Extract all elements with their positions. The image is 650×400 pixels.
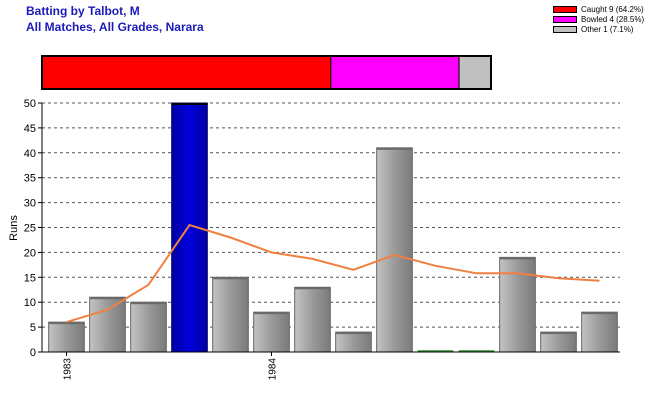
bar-top-edge — [253, 312, 290, 315]
axes — [41, 103, 620, 353]
bar — [499, 256, 536, 353]
legend-label-bowled: Bowled 4 (28.5%) — [581, 14, 645, 24]
bar — [581, 311, 618, 353]
y-tick-label: 15 — [24, 272, 36, 284]
y-tick-label: 40 — [24, 148, 36, 160]
bar — [89, 296, 126, 353]
bar-top-edge — [540, 332, 577, 335]
chart-title: Batting by Talbot, M — [26, 4, 140, 18]
x-axis-ticks: 1983 1984 — [63, 352, 279, 380]
legend-item-caught: Caught 9 (64.2%) — [553, 4, 644, 14]
bar-top-edge — [376, 147, 413, 150]
y-tick-label: 20 — [24, 247, 36, 259]
y-tick-label: 50 — [24, 98, 36, 110]
dismissal-segment-caught — [41, 55, 332, 90]
chart-subtitle: All Matches, All Grades, Narara — [26, 20, 204, 34]
bar-top-edge — [294, 287, 331, 290]
legend-item-bowled: Bowled 4 (28.5%) — [553, 14, 644, 24]
y-axis-ticks: 0 5 10 15 20 25 30 35 40 45 50 — [24, 98, 42, 359]
bar-top-edge — [212, 277, 249, 280]
legend-swatch-bowled — [553, 15, 577, 23]
legend-label-other: Other 1 (7.1%) — [581, 24, 634, 34]
y-tick-label: 0 — [30, 347, 36, 359]
bar-top-edge — [581, 312, 618, 315]
legend-swatch-other — [553, 25, 577, 33]
bar — [212, 276, 249, 353]
bar-top-edge — [89, 297, 126, 300]
dismissal-segment-other — [458, 55, 492, 90]
y-tick-label: 10 — [24, 297, 36, 309]
dismissal-bar — [41, 55, 492, 90]
average-line — [66, 223, 600, 324]
y-tick-label: 35 — [24, 173, 36, 185]
y-tick-label: 5 — [30, 322, 36, 334]
average-line-path — [66, 223, 600, 324]
bar-top-edge — [171, 103, 208, 105]
bar — [335, 331, 372, 353]
dismissal-bar-frame — [41, 55, 492, 90]
legend-label-caught: Caught 9 (64.2%) — [581, 4, 644, 14]
y-tick-label: 30 — [24, 198, 36, 210]
bar — [130, 301, 167, 353]
y-axis-label: Runs — [8, 215, 20, 241]
bar — [48, 321, 85, 353]
bar-highlight — [171, 102, 208, 353]
bar-top-edge — [130, 302, 167, 305]
legend: Caught 9 (64.2%) Bowled 4 (28.5%) Other … — [553, 4, 644, 34]
bar-top-edge — [48, 322, 85, 325]
bar-top-edge — [499, 257, 536, 260]
x-tick-label: 1984 — [268, 358, 279, 381]
legend-item-other: Other 1 (7.1%) — [553, 24, 644, 34]
bar — [294, 286, 331, 353]
y-tick-label: 45 — [24, 123, 36, 135]
x-tick-label: 1983 — [63, 358, 74, 381]
bar — [540, 331, 577, 353]
bar — [376, 147, 413, 353]
y-tick-label: 25 — [24, 223, 36, 235]
bar-top-edge — [335, 332, 372, 335]
bar — [253, 311, 290, 353]
legend-swatch-caught — [553, 5, 577, 13]
dismissal-segment-bowled — [330, 55, 460, 90]
